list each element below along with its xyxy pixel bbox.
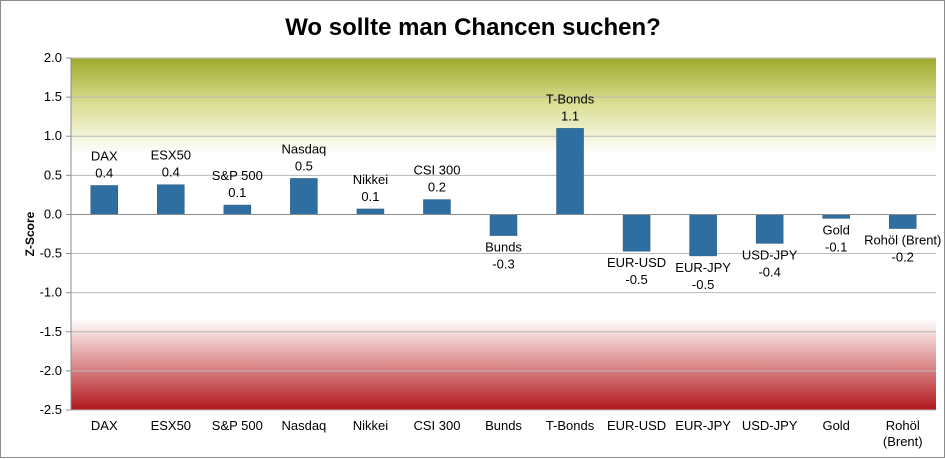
positive-band <box>71 58 936 154</box>
x-tick-label: Rohöl <box>886 418 920 433</box>
bar <box>556 128 584 215</box>
data-label-value: -0.5 <box>692 277 714 292</box>
data-label-name: Nikkei <box>353 172 389 187</box>
data-label-name: ESX50 <box>151 148 191 163</box>
y-tick-label: -1.5 <box>40 324 62 339</box>
data-label-value: -0.4 <box>758 264 780 279</box>
data-label-name: Bunds <box>485 240 522 255</box>
bar <box>689 214 717 257</box>
x-tick-label: EUR-JPY <box>675 418 731 433</box>
bar <box>755 214 784 244</box>
bar <box>888 214 917 229</box>
data-label-name: CSI 300 <box>413 163 460 178</box>
data-label-name: S&P 500 <box>212 168 263 183</box>
bar <box>356 208 385 215</box>
data-label-value: 1.1 <box>561 108 579 123</box>
bar <box>223 204 252 215</box>
x-tick-label: USD-JPY <box>742 418 798 433</box>
x-tick-label: (Brent) <box>883 434 923 449</box>
y-tick-label: -2.0 <box>40 363 62 378</box>
bar <box>423 199 451 215</box>
data-label-name: EUR-JPY <box>675 260 731 275</box>
x-tick-label: Bunds <box>485 418 522 433</box>
x-tick-label: DAX <box>91 418 118 433</box>
data-label-value: 0.5 <box>295 158 313 173</box>
x-tick-label: S&P 500 <box>212 418 263 433</box>
y-tick-label: 1.0 <box>44 128 62 143</box>
bar <box>290 178 318 215</box>
negative-band <box>71 319 936 410</box>
x-tick-label: EUR-USD <box>607 418 666 433</box>
y-tick-label: 0.0 <box>44 206 62 221</box>
bar <box>489 214 518 236</box>
bar <box>622 214 651 252</box>
data-label-name: Nasdaq <box>281 141 326 156</box>
data-label-value: 0.4 <box>95 166 113 181</box>
bars <box>90 128 917 257</box>
y-tick-label: 2.0 <box>44 50 62 65</box>
data-label-value: 0.1 <box>361 189 379 204</box>
x-tick-label: T-Bonds <box>546 418 595 433</box>
data-label-name: Rohöl (Brent) <box>864 233 941 248</box>
data-label-value: 0.4 <box>162 165 180 180</box>
y-tick-label: -1.0 <box>40 285 62 300</box>
bar <box>157 184 185 215</box>
bar <box>90 185 119 215</box>
data-label-value: -0.2 <box>892 250 914 265</box>
data-label-value: 0.2 <box>428 180 446 195</box>
x-tick-label: Nikkei <box>353 418 389 433</box>
bar <box>822 214 850 219</box>
chart-title: Wo sollte man Chancen suchen? <box>285 14 661 41</box>
y-tick-label: -0.5 <box>40 246 62 261</box>
data-labels: DAX 0.4 ESX50 0.4 S&P 500 0.1 Nasdaq 0.5 Nikkei 0… <box>91 91 941 292</box>
data-label-name: USD-JPY <box>742 247 798 262</box>
x-tick-label: CSI 300 <box>413 418 460 433</box>
data-label-name: EUR-USD <box>607 255 666 270</box>
y-tick-label: 0.5 <box>44 167 62 182</box>
y-tick-label: -2.5 <box>40 402 62 417</box>
x-tick-label: Nasdaq <box>281 418 326 433</box>
data-label-name: Gold <box>822 222 849 237</box>
neutral-band <box>71 154 936 319</box>
data-label-value: -0.3 <box>492 257 514 272</box>
x-category-labels: DAX ESX50 S&P 500 Nasdaq Nikkei CSI 300 Bunds T… <box>91 418 923 449</box>
data-label-value: 0.1 <box>228 185 246 200</box>
y-axis-label: Z-Score <box>23 211 37 256</box>
data-label-name: T-Bonds <box>546 91 595 106</box>
data-label-value: -0.1 <box>825 239 847 254</box>
y-tick-labels: 2.0 1.5 1.0 0.5 0.0 -0.5 -1.0 -1.5 -2.0 -2.5 <box>40 50 71 417</box>
data-label-value: -0.5 <box>625 272 647 287</box>
x-tick-label: Gold <box>822 418 849 433</box>
x-tick-label: ESX50 <box>151 418 191 433</box>
plot-area: DAX 0.4 ESX50 0.4 S&P 500 0.1 Nasdaq 0.5 Nikkei 0… <box>70 57 941 411</box>
data-label-name: DAX <box>91 149 118 164</box>
y-tick-label: 1.5 <box>44 89 62 104</box>
